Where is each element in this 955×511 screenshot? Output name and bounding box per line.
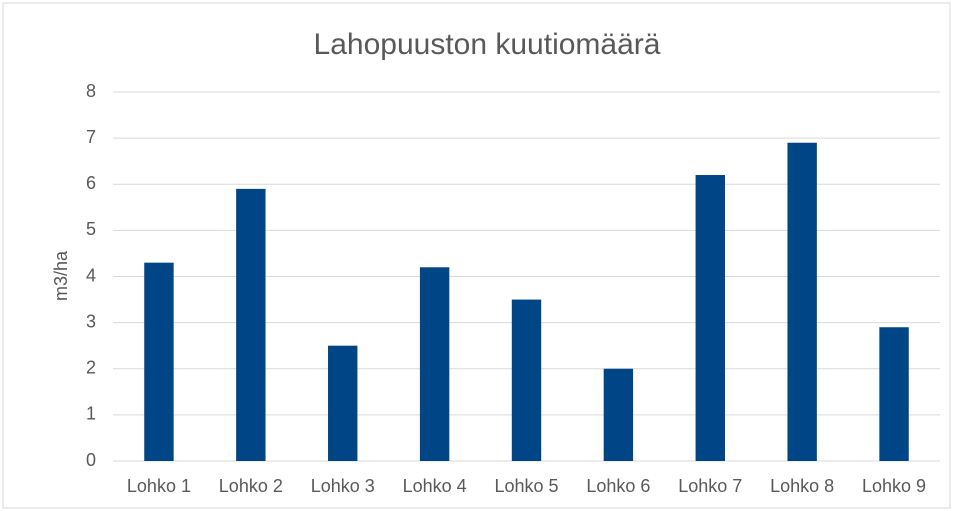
y-tick-label: 7 bbox=[86, 127, 96, 147]
y-tick-label: 3 bbox=[86, 311, 96, 331]
x-tick-label: Lohko 2 bbox=[219, 476, 283, 496]
x-tick-label: Lohko 3 bbox=[311, 476, 375, 496]
y-axis-label: m3/ha bbox=[51, 250, 71, 301]
bar bbox=[695, 175, 725, 461]
bar bbox=[879, 327, 909, 461]
x-tick-label: Lohko 4 bbox=[403, 476, 467, 496]
bar bbox=[787, 142, 817, 462]
x-tick-label: Lohko 1 bbox=[127, 476, 191, 496]
x-tick-label: Lohko 9 bbox=[862, 476, 926, 496]
y-tick-label: 0 bbox=[86, 450, 96, 470]
y-tick-label: 6 bbox=[86, 173, 96, 193]
y-tick-label: 8 bbox=[86, 81, 96, 101]
bar bbox=[511, 299, 542, 461]
chart-title: Lahopuuston kuutiomäärä bbox=[314, 28, 661, 61]
x-tick-label: Lohko 8 bbox=[770, 476, 834, 496]
y-tick-label: 2 bbox=[86, 358, 96, 378]
bar bbox=[144, 262, 174, 461]
bar bbox=[328, 345, 358, 461]
bar bbox=[603, 368, 634, 461]
x-tick-label: Lohko 6 bbox=[586, 476, 650, 496]
y-tick-label: 4 bbox=[86, 265, 96, 285]
y-tick-label: 1 bbox=[86, 404, 96, 424]
x-tick-label: Lohko 7 bbox=[678, 476, 742, 496]
bar bbox=[419, 267, 450, 461]
y-tick-label: 5 bbox=[86, 219, 96, 239]
x-tick-label: Lohko 5 bbox=[494, 476, 558, 496]
bar bbox=[236, 188, 266, 462]
